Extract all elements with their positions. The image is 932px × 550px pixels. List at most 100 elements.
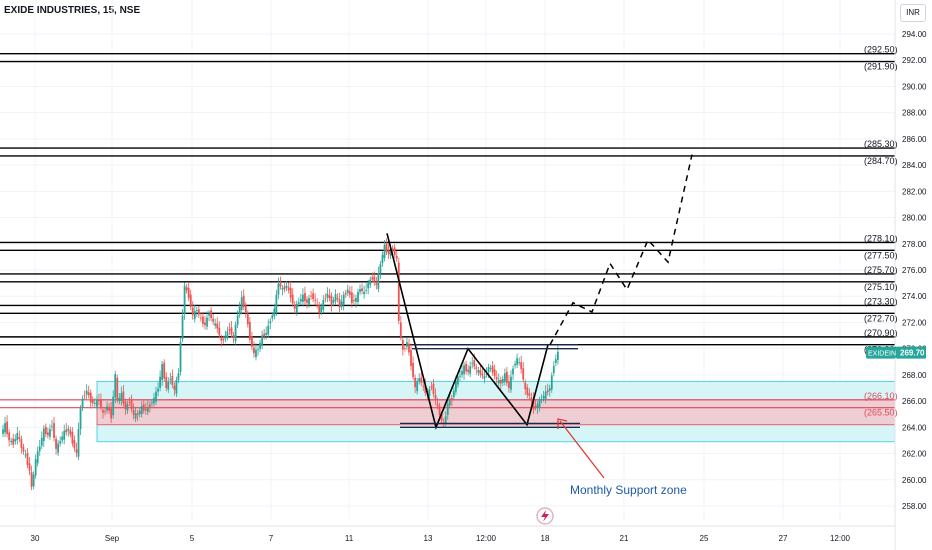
candle: [195, 306, 198, 317]
candle-body: [322, 299, 325, 310]
candle-body: [446, 403, 449, 415]
candle-body: [340, 301, 343, 307]
candle: [257, 346, 259, 356]
candle-body: [422, 385, 425, 387]
currency-button[interactable]: INR: [900, 4, 926, 22]
candle-body: [503, 373, 506, 382]
candle: [110, 402, 113, 424]
candle-body: [546, 390, 549, 393]
candle-body: [314, 299, 317, 301]
candle: [59, 436, 62, 447]
candle: [542, 391, 545, 402]
candle: [16, 426, 19, 445]
x-tick-label: 30: [31, 534, 40, 543]
candle-body: [377, 273, 380, 289]
candle: [112, 390, 115, 419]
candle: [308, 294, 310, 308]
candle: [297, 297, 300, 308]
candle: [428, 385, 431, 400]
candle-body: [130, 399, 133, 410]
candle-body: [448, 400, 451, 406]
candle: [395, 250, 398, 263]
lightning-icon[interactable]: [536, 507, 554, 525]
candle-body: [248, 321, 251, 340]
candle-body: [128, 401, 131, 403]
candle: [204, 316, 206, 330]
candle-body: [387, 250, 390, 255]
candle-body: [81, 398, 84, 408]
candle-body: [361, 288, 363, 291]
candle-body: [136, 413, 139, 416]
candle-body: [232, 335, 235, 338]
candle-body: [371, 277, 374, 280]
candle: [55, 435, 57, 455]
candle-body: [373, 276, 376, 283]
candle: [93, 398, 96, 408]
candle-body: [259, 342, 261, 349]
candle-body: [222, 338, 225, 341]
candle-body: [508, 381, 510, 388]
candle-body: [251, 336, 253, 347]
candle: [161, 360, 164, 386]
candle-body: [206, 317, 208, 327]
candle: [165, 372, 168, 392]
candle-body: [138, 410, 141, 415]
candle-body: [338, 299, 341, 308]
candle-body: [8, 432, 11, 441]
candle: [44, 423, 47, 438]
candle-body: [359, 289, 361, 293]
candle-body: [493, 369, 496, 377]
candle: [401, 336, 404, 356]
candle: [4, 416, 6, 438]
candle-body: [420, 377, 423, 383]
candle-body: [418, 378, 421, 382]
candle-body: [459, 375, 461, 377]
candle: [463, 362, 465, 381]
candle: [277, 277, 280, 300]
y-tick-label: 262.00: [902, 450, 927, 459]
candle-body: [485, 373, 488, 375]
candle: [346, 284, 349, 297]
candle: [436, 397, 439, 410]
candle: [230, 321, 233, 338]
candle: [83, 390, 86, 400]
candle: [30, 465, 33, 491]
candle-body: [189, 294, 192, 307]
candle-body: [544, 391, 547, 400]
candle-body: [444, 416, 447, 423]
candle-body: [512, 368, 514, 375]
candle-body: [495, 377, 498, 380]
candle: [506, 366, 508, 387]
candle: [73, 435, 76, 452]
candle: [210, 307, 212, 322]
candle: [544, 385, 547, 404]
candle: [26, 448, 29, 469]
candle: [412, 356, 414, 381]
candle-body: [65, 429, 68, 433]
candle-body: [134, 413, 137, 419]
candle: [338, 292, 341, 313]
candle-body: [265, 332, 268, 335]
candle: [348, 286, 351, 299]
candle: [173, 382, 176, 396]
candle: [536, 400, 539, 414]
candle: [267, 319, 270, 338]
candle: [114, 370, 117, 404]
candle-body: [306, 299, 308, 303]
candle: [340, 295, 343, 310]
candle-body: [395, 255, 398, 259]
candle-body: [212, 318, 215, 322]
candle-body: [385, 243, 388, 252]
candle-body: [83, 395, 86, 397]
candle: [98, 393, 100, 406]
red-support-zone: [96, 399, 896, 426]
candle-body: [255, 349, 257, 358]
candle-body: [526, 387, 529, 395]
candle-body: [501, 378, 504, 383]
candle-body: [149, 404, 151, 407]
candle: [246, 310, 249, 328]
candle-body: [434, 394, 437, 401]
candle-body: [30, 472, 33, 487]
candle: [450, 394, 453, 406]
